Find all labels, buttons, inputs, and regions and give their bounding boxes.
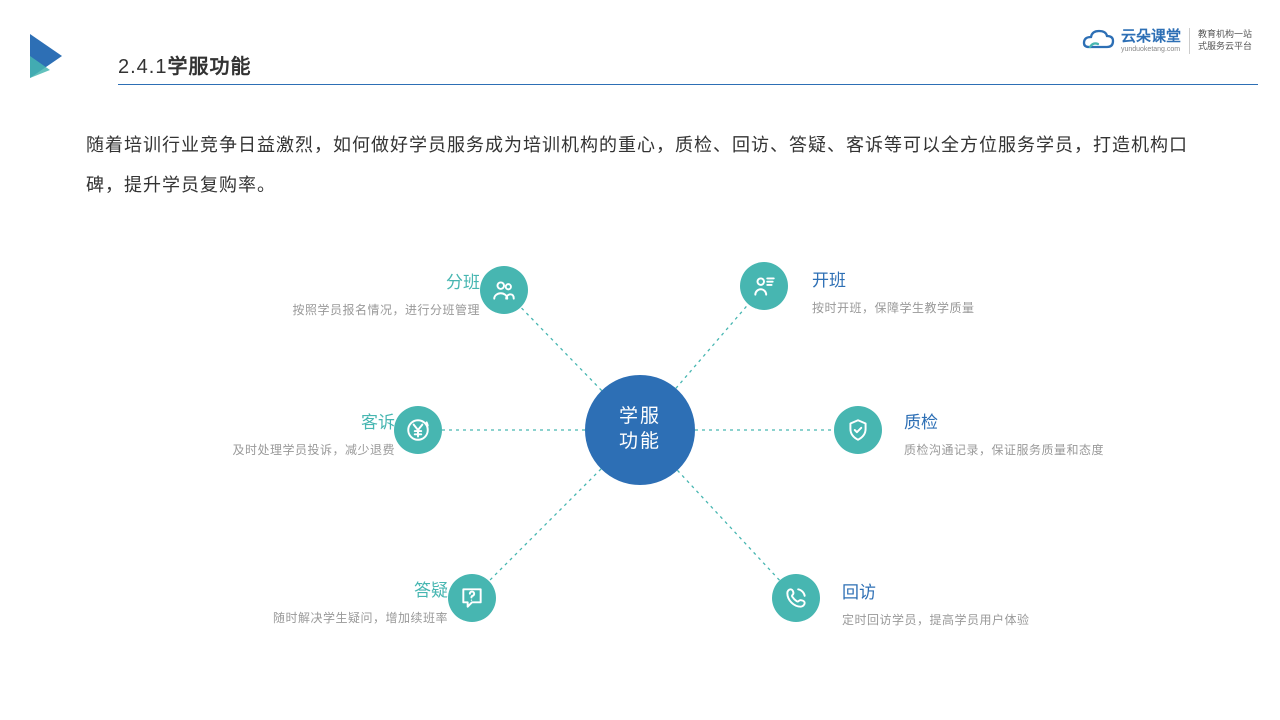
diagram-center: 学服 功能 — [585, 375, 695, 485]
node-dayi-icon — [448, 574, 496, 622]
logo-tagline-l2: 式服务云平台 — [1198, 41, 1252, 53]
logo-brand-name: 云朵课堂 — [1121, 29, 1181, 44]
slide: 2.4.1学服功能 云朵课堂 yunduoketang.com 教育机构一站 式… — [0, 0, 1280, 720]
node-kesu-title: 客诉 — [232, 408, 395, 433]
node-zhijian-title: 质检 — [904, 408, 1104, 433]
brand-logo: 云朵课堂 yunduoketang.com 教育机构一站 式服务云平台 — [1081, 28, 1252, 54]
page-heading: 2.4.1学服功能 — [118, 50, 251, 79]
node-kesu-icon — [394, 406, 442, 454]
node-fenban-desc: 按照学员报名情况，进行分班管理 — [292, 301, 480, 318]
corner-play-icon — [30, 34, 70, 78]
node-dayi-title: 答疑 — [273, 576, 448, 601]
node-kesu-label: 客诉及时处理学员投诉，减少退费 — [232, 408, 395, 458]
node-huifang-desc: 定时回访学员，提高学员用户体验 — [842, 611, 1030, 628]
node-kesu-desc: 及时处理学员投诉，减少退费 — [232, 441, 395, 458]
node-fenban-label: 分班按照学员报名情况，进行分班管理 — [292, 268, 480, 318]
node-kaiban-icon — [740, 262, 788, 310]
logo-tagline: 教育机构一站 式服务云平台 — [1198, 29, 1252, 52]
node-zhijian-icon — [834, 406, 882, 454]
node-kaiban-desc: 按时开班，保障学生教学质量 — [812, 299, 975, 316]
heading-underline — [118, 84, 1258, 85]
node-kaiban-title: 开班 — [812, 266, 975, 291]
page-title: 学服功能 — [167, 56, 251, 78]
logo-domain: yunduoketang.com — [1121, 46, 1181, 53]
node-fenban-title: 分班 — [292, 268, 480, 293]
cloud-icon — [1081, 29, 1115, 53]
logo-tagline-l1: 教育机构一站 — [1198, 29, 1252, 41]
node-huifang-icon — [772, 574, 820, 622]
node-huifang-label: 回访定时回访学员，提高学员用户体验 — [842, 578, 1030, 628]
center-label-l2: 功能 — [619, 431, 661, 452]
radial-diagram: 学服 功能 分班按照学员报名情况，进行分班管理客诉及时处理学员投诉，减少退费答疑… — [0, 230, 1280, 690]
center-label-l1: 学服 — [619, 406, 661, 427]
logo-text: 云朵课堂 yunduoketang.com — [1121, 29, 1181, 53]
section-number: 2.4.1 — [118, 56, 167, 78]
node-zhijian-desc: 质检沟通记录，保证服务质量和态度 — [904, 441, 1104, 458]
node-dayi-label: 答疑随时解决学生疑问，增加续班率 — [273, 576, 448, 626]
node-dayi-desc: 随时解决学生疑问，增加续班率 — [273, 609, 448, 626]
node-zhijian-label: 质检质检沟通记录，保证服务质量和态度 — [904, 408, 1104, 458]
node-huifang-title: 回访 — [842, 578, 1030, 603]
node-fenban-icon — [480, 266, 528, 314]
center-label: 学服 功能 — [619, 405, 661, 454]
node-kaiban-label: 开班按时开班，保障学生教学质量 — [812, 266, 975, 316]
intro-paragraph: 随着培训行业竞争日益激烈，如何做好学员服务成为培训机构的重心，质检、回访、答疑、… — [86, 126, 1196, 205]
logo-divider — [1189, 28, 1190, 54]
